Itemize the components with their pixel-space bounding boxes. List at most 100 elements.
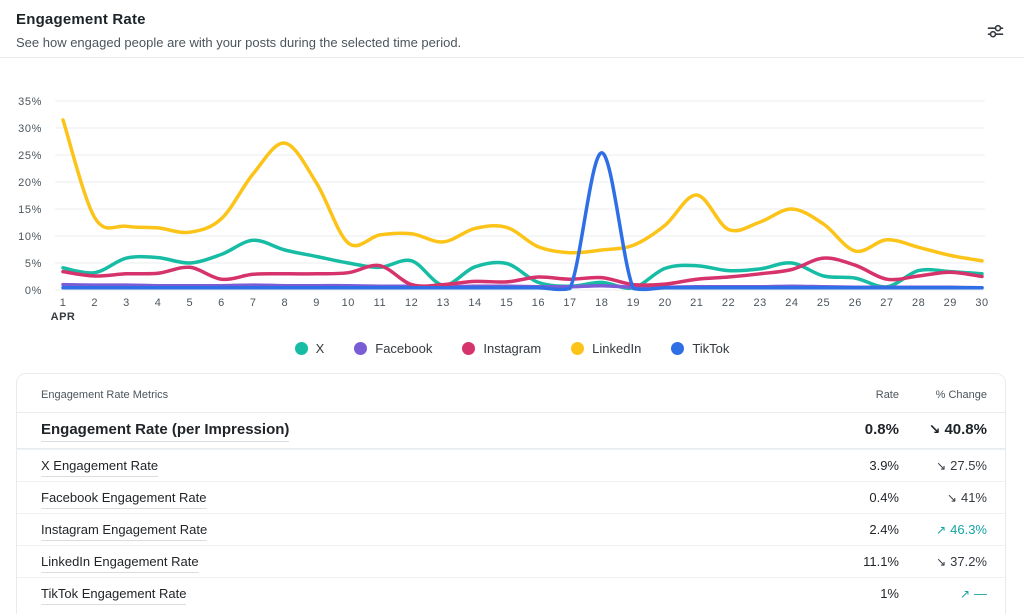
x-axis-tick: 26 xyxy=(849,297,862,309)
change-value: — xyxy=(974,586,987,601)
x-axis-tick: 25 xyxy=(817,297,830,309)
metric-rate: 2.4% xyxy=(869,522,899,537)
metric-rate: 0.4% xyxy=(869,490,899,505)
legend-item-x[interactable]: X xyxy=(294,341,324,356)
y-axis-tick: 15% xyxy=(18,204,42,216)
legend-label: Instagram xyxy=(483,341,542,356)
chart-settings-button[interactable] xyxy=(982,18,1008,44)
series-line-linkedin xyxy=(61,118,984,263)
trend-down-icon: ↘ xyxy=(936,555,947,569)
x-axis-tick: 19 xyxy=(627,297,640,309)
x-axis-tick: 6 xyxy=(218,297,225,309)
metrics-table-header: Engagement Rate Metrics Rate % Change xyxy=(17,374,1005,413)
trend-down-icon: ↘ xyxy=(936,459,947,473)
metric-rate: 0.8% xyxy=(864,421,899,438)
metric-rate: 11.1% xyxy=(863,554,899,569)
metric-change: ↘ 41% xyxy=(899,490,987,505)
metric-rate: 3.9% xyxy=(869,458,899,473)
x-axis-tick: 28 xyxy=(912,297,925,309)
x-axis-tick: 4 xyxy=(155,297,162,309)
x-axis-tick: 20 xyxy=(658,297,671,309)
y-axis-tick: 35% xyxy=(18,96,42,108)
x-axis-tick: 11 xyxy=(374,297,386,309)
legend-label: TikTok xyxy=(692,341,730,356)
metrics-table-body: Engagement Rate (per Impression) 0.8% ↘ 40.… xyxy=(17,413,1005,609)
metric-rate: 1% xyxy=(880,586,899,601)
legend-label: LinkedIn xyxy=(592,341,642,356)
sliders-icon xyxy=(987,24,1003,37)
metric-change: ↗ — xyxy=(899,586,987,601)
x-axis-tick: 10 xyxy=(342,297,355,309)
x-axis-tick: 17 xyxy=(563,297,576,309)
y-axis-tick: 25% xyxy=(18,150,42,162)
y-axis-tick: 20% xyxy=(18,177,42,189)
engagement-rate-line-chart[interactable]: 0%5%10%15%20%25%30%35%1 2 3 4 5 6 7 8 9 10 11 12 13 1… xyxy=(0,58,1024,330)
change-value: 46.3% xyxy=(950,522,987,537)
x-axis-tick: 14 xyxy=(468,297,481,309)
x-axis-tick: 5 xyxy=(186,297,193,309)
x-axis-tick: 24 xyxy=(785,297,798,309)
panel-header: Engagement Rate See how engaged people a… xyxy=(16,11,968,50)
chart-legend: X Facebook Instagram LinkedIn TikTok xyxy=(0,341,1024,356)
legend-dot-x xyxy=(294,342,308,355)
metric-change: ↗ 46.3% xyxy=(899,522,987,537)
x-axis-tick: 8 xyxy=(282,297,289,309)
legend-label: Facebook xyxy=(375,341,433,356)
legend-item-facebook[interactable]: Facebook xyxy=(354,341,432,356)
trend-up-icon: ↗ xyxy=(936,523,947,537)
x-axis-tick: 22 xyxy=(722,297,735,309)
metric-label[interactable]: Facebook Engagement Rate xyxy=(41,490,207,509)
metric-label[interactable]: Instagram Engagement Rate xyxy=(41,522,208,541)
table-row-engagement-rate-per-impression[interactable]: Engagement Rate (per Impression) 0.8% ↘ 40.… xyxy=(17,413,1005,449)
legend-dot-facebook xyxy=(354,342,368,355)
metric-label[interactable]: X Engagement Rate xyxy=(41,458,159,477)
trend-down-icon: ↘ xyxy=(928,421,941,437)
legend-item-instagram[interactable]: Instagram xyxy=(462,341,541,356)
header-divider xyxy=(0,57,1024,58)
page-title: Engagement Rate xyxy=(16,11,146,28)
legend-item-linkedin[interactable]: LinkedIn xyxy=(571,341,641,356)
y-axis-tick: 30% xyxy=(18,123,42,135)
metric-label[interactable]: Engagement Rate (per Impression) xyxy=(41,421,290,442)
x-axis-tick: 12 xyxy=(405,297,418,309)
x-axis-tick: 15 xyxy=(500,297,513,309)
table-row-instagram-engagement-rate[interactable]: Instagram Engagement Rate 2.4% ↗ 46.3% xyxy=(17,513,1005,545)
x-axis-tick: 18 xyxy=(595,297,608,309)
x-axis-tick: 23 xyxy=(754,297,767,309)
x-axis-tick: 9 xyxy=(313,297,320,309)
metrics-table-card: Engagement Rate Metrics Rate % Change En… xyxy=(16,373,1006,614)
table-row-tiktok-engagement-rate[interactable]: TikTok Engagement Rate 1% ↗ — xyxy=(17,577,1005,609)
metric-label[interactable]: TikTok Engagement Rate xyxy=(41,586,187,605)
x-axis-month-label: APR xyxy=(51,311,76,323)
legend-dot-tiktok xyxy=(671,342,685,355)
page-subtitle: See how engaged people are with your pos… xyxy=(16,35,462,50)
x-axis-tick: 2 xyxy=(91,297,98,309)
trend-up-icon: ↗ xyxy=(959,587,970,601)
x-axis-tick: 7 xyxy=(250,297,257,309)
column-header-rate: Rate xyxy=(875,389,899,401)
series-line-tiktok xyxy=(61,151,984,292)
metric-change: ↘ 37.2% xyxy=(899,554,987,569)
column-header-metrics: Engagement Rate Metrics xyxy=(41,389,169,401)
y-axis-tick: 5% xyxy=(25,258,42,270)
x-axis-tick: 13 xyxy=(437,297,450,309)
x-axis-tick: 16 xyxy=(532,297,545,309)
table-row-facebook-engagement-rate[interactable]: Facebook Engagement Rate 0.4% ↘ 41% xyxy=(17,481,1005,513)
legend-dot-instagram xyxy=(462,342,476,355)
x-axis-tick: 21 xyxy=(690,297,703,309)
metric-change: ↘ 27.5% xyxy=(899,458,987,473)
legend-item-tiktok[interactable]: TikTok xyxy=(671,341,729,356)
x-axis-tick: 1 xyxy=(60,297,67,309)
metric-change: ↘ 40.8% xyxy=(899,421,987,438)
table-row-linkedin-engagement-rate[interactable]: LinkedIn Engagement Rate 11.1% ↘ 37.2% xyxy=(17,545,1005,577)
change-value: 41% xyxy=(960,490,987,505)
series-line-x xyxy=(61,238,984,291)
metric-label[interactable]: LinkedIn Engagement Rate xyxy=(41,554,199,573)
x-axis-tick: 29 xyxy=(944,297,957,309)
column-header-percent-change: % Change xyxy=(935,389,987,401)
y-axis-tick: 0% xyxy=(25,285,42,297)
table-row-x-engagement-rate[interactable]: X Engagement Rate 3.9% ↘ 27.5% xyxy=(17,449,1005,481)
series-line-instagram xyxy=(61,256,984,288)
x-axis-tick: 27 xyxy=(880,297,893,309)
